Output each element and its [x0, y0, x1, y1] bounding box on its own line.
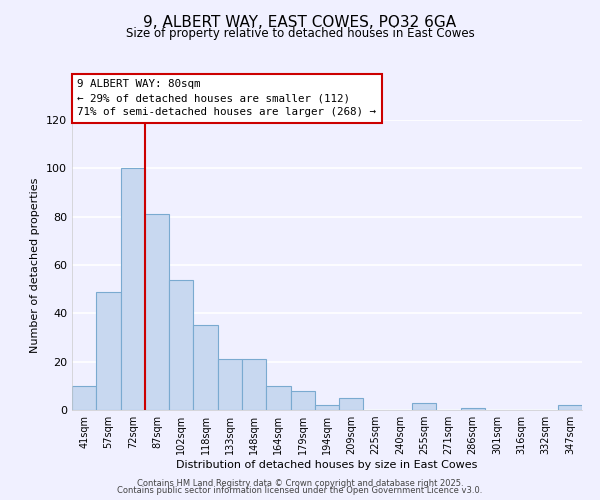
Bar — [218, 359, 242, 410]
Bar — [461, 408, 485, 410]
Text: 9 ALBERT WAY: 80sqm
← 29% of detached houses are smaller (112)
71% of semi-detac: 9 ALBERT WAY: 80sqm ← 29% of detached ho… — [77, 79, 376, 117]
Y-axis label: Number of detached properties: Number of detached properties — [31, 178, 40, 352]
Bar — [121, 168, 145, 410]
Bar — [412, 403, 436, 410]
Bar — [145, 214, 169, 410]
Text: Contains public sector information licensed under the Open Government Licence v3: Contains public sector information licen… — [118, 486, 482, 495]
Bar — [242, 359, 266, 410]
Bar — [315, 405, 339, 410]
Bar — [72, 386, 96, 410]
Text: Contains HM Land Registry data © Crown copyright and database right 2025.: Contains HM Land Registry data © Crown c… — [137, 478, 463, 488]
Bar — [558, 405, 582, 410]
Bar — [266, 386, 290, 410]
Bar — [339, 398, 364, 410]
Bar — [96, 292, 121, 410]
Text: Size of property relative to detached houses in East Cowes: Size of property relative to detached ho… — [125, 28, 475, 40]
Bar — [290, 390, 315, 410]
Bar — [193, 326, 218, 410]
Text: 9, ALBERT WAY, EAST COWES, PO32 6GA: 9, ALBERT WAY, EAST COWES, PO32 6GA — [143, 15, 457, 30]
X-axis label: Distribution of detached houses by size in East Cowes: Distribution of detached houses by size … — [176, 460, 478, 470]
Bar — [169, 280, 193, 410]
